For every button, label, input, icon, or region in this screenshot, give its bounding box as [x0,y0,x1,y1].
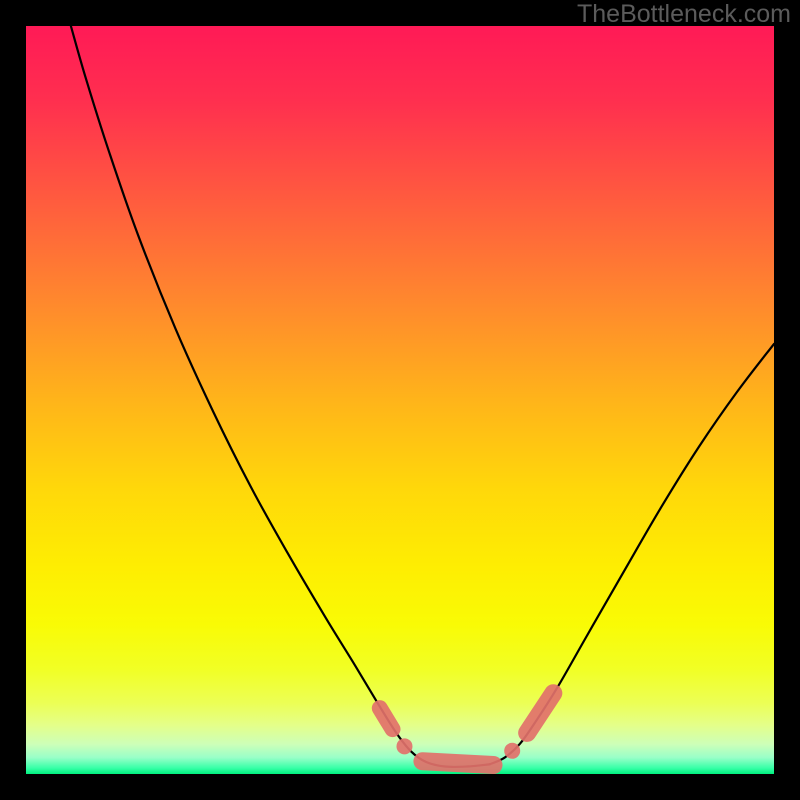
marker-dot [396,738,412,754]
chart-background [26,26,774,774]
marker-capsule [422,761,493,765]
marker-capsule [380,708,393,729]
bottleneck-chart [26,26,774,774]
chart-svg [26,26,774,774]
marker-dot [504,743,520,759]
watermark-text: TheBottleneck.com [577,0,791,29]
